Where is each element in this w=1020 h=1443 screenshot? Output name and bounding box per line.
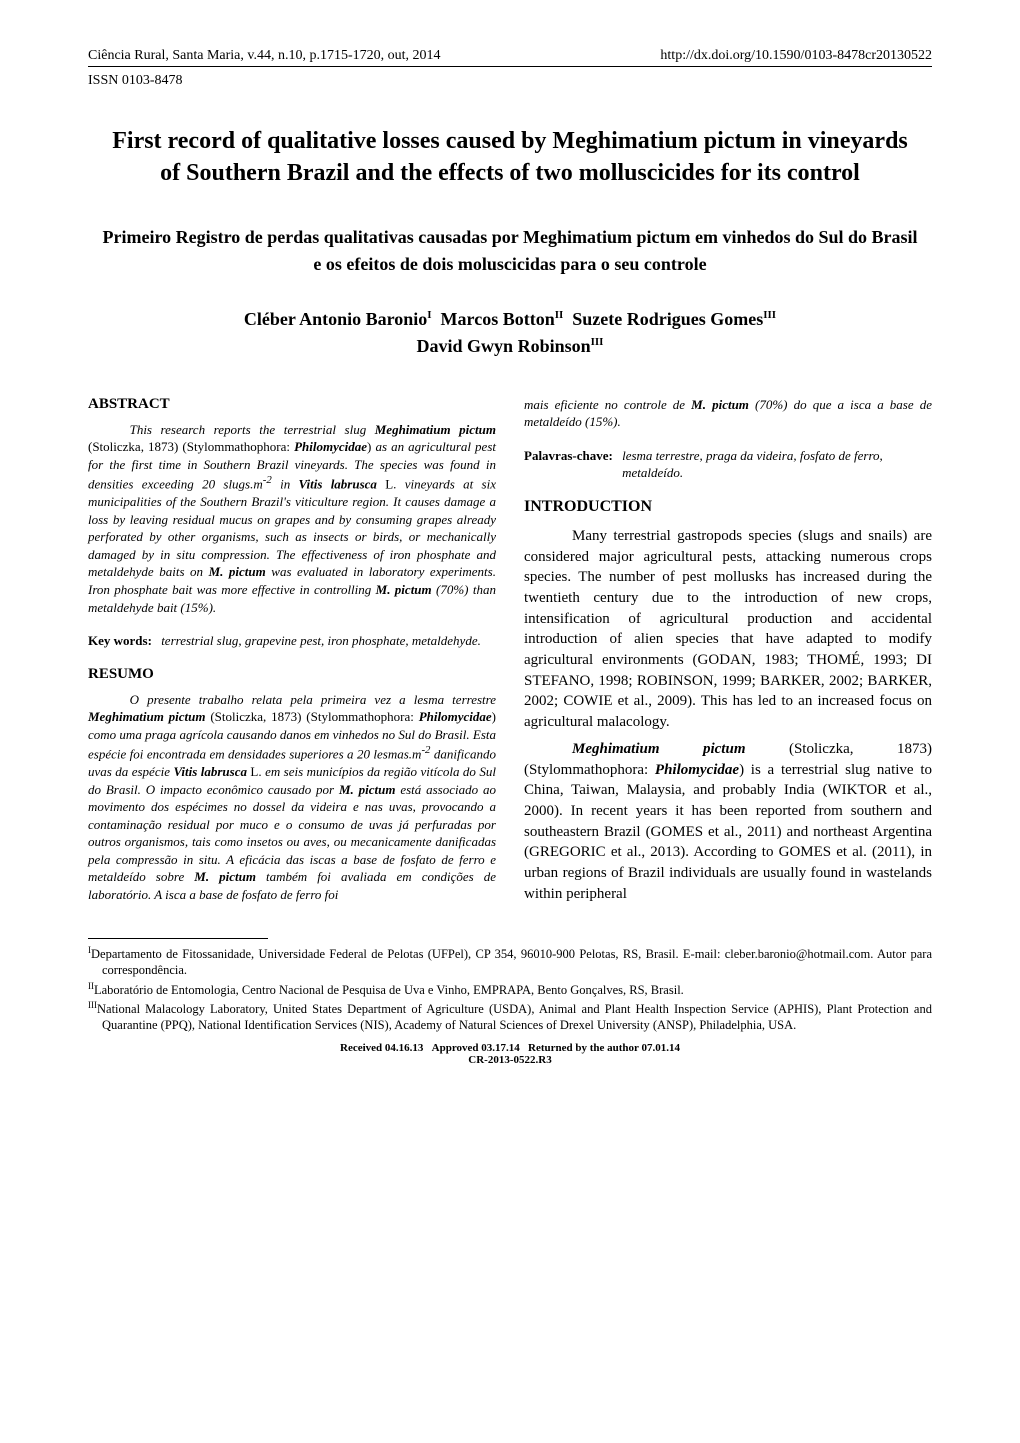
affiliation-1: IDepartamento de Fitossanidade, Universi… — [88, 945, 932, 979]
affiliation-footnotes: IDepartamento de Fitossanidade, Universi… — [88, 938, 932, 1034]
page: Ciência Rural, Santa Maria, v.44, n.10, … — [0, 0, 1020, 1106]
article-title-pt: Primeiro Registro de perdas qualitativas… — [100, 224, 920, 278]
abstract-heading: ABSTRACT — [88, 396, 496, 413]
footnote-rule — [88, 938, 268, 939]
doi-link[interactable]: http://dx.doi.org/10.1590/0103-8478cr201… — [660, 48, 932, 64]
intro-paragraph-2: Meghimatium pictum (Stoliczka, 1873) (St… — [524, 739, 932, 905]
abstract-text: This research reports the terrestrial sl… — [88, 421, 496, 616]
keywords-en-label: Key words: — [88, 632, 155, 650]
affiliation-2: IILaboratório de Entomologia, Centro Nac… — [88, 981, 932, 998]
resumo-heading: RESUMO — [88, 666, 496, 683]
introduction-block: INTRODUCTION Many terrestrial gastropods… — [524, 498, 932, 904]
article-title-en: First record of qualitative losses cause… — [100, 125, 920, 190]
keywords-pt-label: Palavras-chave: — [524, 447, 616, 482]
keywords-en-text: terrestrial slug, grapevine pest, iron p… — [161, 632, 481, 650]
received-approved-line: Received 04.16.13 Approved 03.17.14 Retu… — [88, 1042, 932, 1054]
abstract-block: ABSTRACT This research reports the terre… — [88, 396, 496, 616]
affiliation-3: IIINational Malacology Laboratory, Unite… — [88, 1000, 932, 1034]
manuscript-id: CR-2013-0522.R3 — [88, 1054, 932, 1066]
authors: Cléber Antonio BaronioI Marcos BottonII … — [88, 306, 932, 360]
keywords-en-block: Key words: terrestrial slug, grapevine p… — [88, 632, 496, 650]
resumo-continuation: mais eficiente no controle de M. pictum … — [524, 396, 932, 431]
resumo-tail-text: mais eficiente no controle de M. pictum … — [524, 396, 932, 431]
keywords-pt-block: Palavras-chave: lesma terrestre, praga d… — [524, 447, 932, 482]
resumo-block: RESUMO O presente trabalho relata pela p… — [88, 666, 496, 904]
intro-paragraph-1: Many terrestrial gastropods species (slu… — [524, 526, 932, 733]
introduction-text: Many terrestrial gastropods species (slu… — [524, 526, 932, 904]
two-column-body: ABSTRACT This research reports the terre… — [88, 396, 932, 920]
introduction-heading: INTRODUCTION — [524, 498, 932, 516]
header-rule — [88, 66, 932, 67]
keywords-pt-text: lesma terrestre, praga da videira, fosfa… — [622, 447, 932, 482]
resumo-text: O presente trabalho relata pela primeira… — [88, 691, 496, 904]
running-header: Ciência Rural, Santa Maria, v.44, n.10, … — [88, 48, 932, 64]
journal-citation: Ciência Rural, Santa Maria, v.44, n.10, … — [88, 48, 441, 64]
issn: ISSN 0103-8478 — [88, 73, 932, 89]
